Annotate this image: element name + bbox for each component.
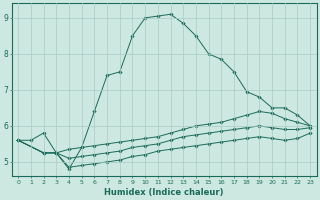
X-axis label: Humidex (Indice chaleur): Humidex (Indice chaleur): [104, 188, 224, 197]
